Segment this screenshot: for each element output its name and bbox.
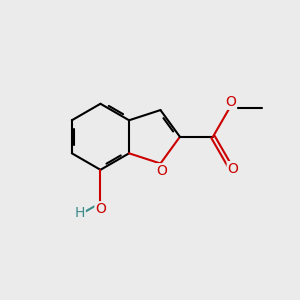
Text: O: O <box>95 202 106 216</box>
Text: O: O <box>226 95 236 109</box>
Text: O: O <box>157 164 168 178</box>
Text: O: O <box>227 162 238 176</box>
Text: H: H <box>75 206 85 220</box>
